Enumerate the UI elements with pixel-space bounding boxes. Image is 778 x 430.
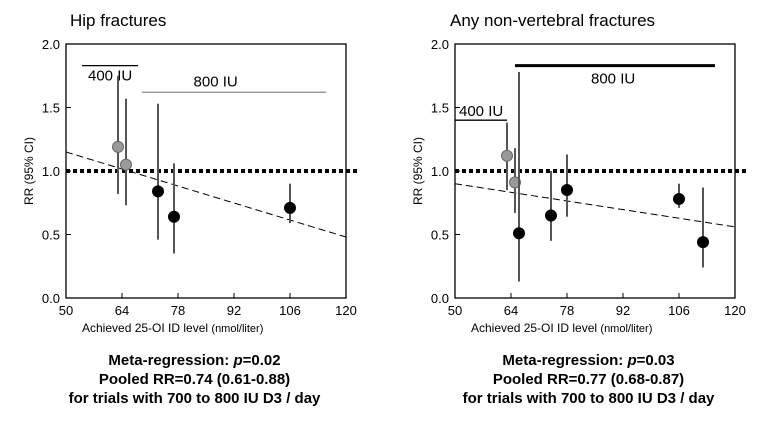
nonvert-x-tick-label: 120 — [724, 303, 746, 318]
hip-y-tick-label: 1.5 — [42, 101, 60, 116]
hip-y-tick-label: 0.5 — [42, 228, 60, 243]
nonvert-data-point-1-2 — [561, 184, 573, 197]
hip-y-tick-label: 2.0 — [42, 37, 60, 52]
hip-x-tick-label: 120 — [335, 303, 357, 318]
hip-data-point-0-0 — [112, 140, 124, 153]
nonvert-x-tick-label: 78 — [560, 303, 574, 318]
hip-data-point-1-0 — [152, 185, 164, 198]
hip-caption-p: p — [233, 352, 243, 369]
nonvert-x-tick-label: 64 — [504, 303, 518, 318]
hip-chart-title: Hip fractures — [70, 11, 166, 30]
hip-x-axis-label: Achieved 25-OI ID level (nmol/liter) — [82, 321, 263, 335]
nonvert-y-tick-label: 0.5 — [431, 228, 449, 243]
hip-caption-pvalue: =0.02 — [242, 352, 281, 369]
hip-x-tick-label: 64 — [115, 303, 129, 318]
hip-caption-pooled-rr: Pooled RR=0.74 (0.61-0.88) — [98, 371, 291, 388]
nonvert-data-point-0-1 — [509, 176, 521, 189]
hip-caption: Meta-regression: p=0.02 Pooled RR=0.74 (… — [10, 351, 379, 408]
nonvert-caption: Meta-regression: p=0.03 Pooled RR=0.77 (… — [399, 351, 778, 408]
hip-y-axis-label: RR (95% CI) — [22, 137, 36, 205]
hip-regression-line — [65, 151, 347, 238]
nonvert-x-axis-unit: (nmol/liter) — [600, 323, 652, 335]
hip-x-tick-label: 92 — [227, 303, 241, 318]
nonvert-data-point-1-1 — [545, 209, 557, 222]
hip-x-tick-label: 106 — [279, 303, 301, 318]
nonvert-regression-line — [454, 183, 736, 228]
nonvert-y-tick-label: 0.0 — [431, 291, 449, 306]
hip-y-tick-label: 0.0 — [42, 291, 60, 306]
hip-dose-label-1: 800 IU — [194, 73, 238, 90]
nonvert-dose-label-0: 400 IU — [459, 103, 503, 120]
nonvert-data-point-0-0 — [501, 149, 513, 162]
hip-data-point-1-1 — [168, 210, 180, 223]
nonvert-y-tick-label: 1.5 — [431, 101, 449, 116]
nonvert-data-point-1-4 — [697, 236, 709, 249]
hip-dose-label-0: 400 IU — [88, 68, 132, 85]
nonvert-y-tick-label: 1.0 — [431, 164, 449, 179]
nonvert-chart-title: Any non-vertebral fractures — [450, 11, 655, 30]
nonvert-caption-prefix: Meta-regression: — [502, 352, 628, 369]
nonvert-x-tick-label: 106 — [668, 303, 690, 318]
hip-x-tick-label: 50 — [59, 303, 73, 318]
nonvert-caption-trials: for trials with 700 to 800 IU D3 / day — [462, 390, 715, 407]
nonvert-x-tick-label: 50 — [448, 303, 462, 318]
hip-fractures-chart: Hip fractures 0.0 0.5 1.0 1.5 2.0 50 64 78 92 106 1… — [22, 11, 360, 335]
nonvert-caption-p: p — [627, 352, 637, 369]
hip-caption-trials: for trials with 700 to 800 IU D3 / day — [68, 390, 321, 407]
hip-caption-prefix: Meta-regression: — [108, 352, 234, 369]
nonvert-caption-pvalue: =0.03 — [636, 352, 675, 369]
nonvert-x-tick-label: 92 — [616, 303, 630, 318]
hip-x-axis-unit: (nmol/liter) — [211, 323, 263, 335]
hip-data-point-1-2 — [284, 201, 296, 214]
nonvert-data-point-1-3 — [673, 192, 685, 205]
nonvert-y-axis-label: RR (95% CI) — [411, 137, 425, 205]
nonvert-y-tick-label: 2.0 — [431, 37, 449, 52]
hip-x-tick-label: 78 — [171, 303, 185, 318]
nonvert-caption-pooled-rr: Pooled RR=0.77 (0.68-0.87) — [492, 371, 685, 388]
nonvert-dose-label-1: 800 IU — [591, 71, 635, 88]
hip-fractures-panel: Hip fractures 0.0 0.5 1.0 1.5 2.0 50 64 78 92 106 1… — [10, 11, 379, 408]
nonvert-x-axis-label: Achieved 25-OI ID level (nmol/liter) — [471, 321, 652, 335]
non-vertebral-panel: Any non-vertebral fractures 0.0 0.5 1.0 1.5 2… — [389, 0, 778, 430]
hip-y-tick-label: 1.0 — [42, 164, 60, 179]
hip-data-point-0-1 — [120, 158, 132, 171]
nonvert-data-point-1-0 — [513, 227, 525, 240]
non-vertebral-chart: Any non-vertebral fractures 0.0 0.5 1.0 1.5 2… — [411, 11, 749, 335]
